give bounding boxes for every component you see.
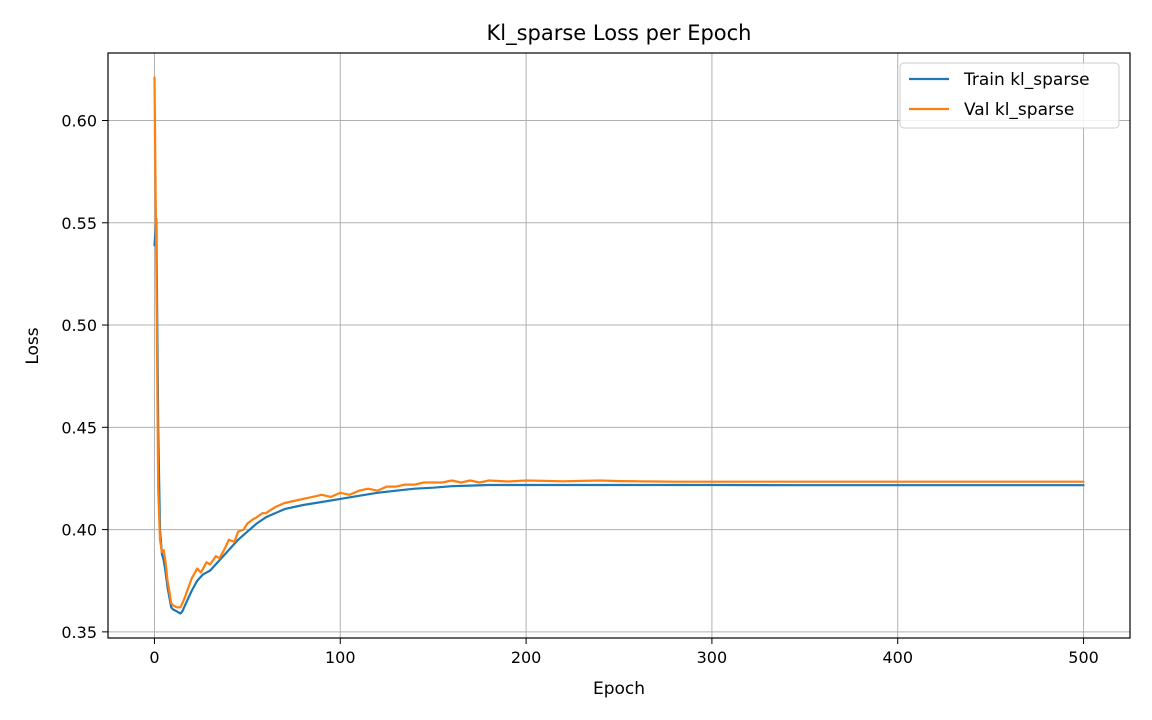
ticks: 0 100 200 300 400 500 0.35 0.40 0.45 0.50 0.55 0.60 bbox=[61, 112, 1098, 668]
x-tick-label: 400 bbox=[882, 648, 913, 667]
x-tick-label: 500 bbox=[1068, 648, 1099, 667]
y-tick-label: 0.40 bbox=[61, 521, 97, 540]
series-line-val bbox=[153, 76, 1085, 609]
x-tick-label: 0 bbox=[149, 648, 159, 667]
plot-frame bbox=[107, 52, 1131, 639]
x-tick-label: 300 bbox=[697, 648, 728, 667]
y-tick-label: 0.45 bbox=[61, 418, 97, 437]
legend-label-val: Val kl_sparse bbox=[964, 100, 1074, 120]
y-tick-label: 0.50 bbox=[61, 316, 97, 335]
y-tick-label: 0.60 bbox=[61, 112, 97, 131]
chart-title: Kl_sparse Loss per Epoch bbox=[486, 21, 751, 46]
x-axis-label: Epoch bbox=[593, 679, 645, 699]
series-layer bbox=[153, 76, 1085, 615]
y-tick-label: 0.55 bbox=[61, 214, 97, 233]
legend: Train kl_sparse Val kl_sparse bbox=[899, 62, 1120, 129]
legend-label-train: Train kl_sparse bbox=[963, 70, 1090, 90]
y-tick-label: 0.35 bbox=[61, 623, 97, 642]
legend-box bbox=[899, 62, 1120, 129]
grid bbox=[108, 53, 1130, 638]
x-tick-label: 200 bbox=[511, 648, 542, 667]
x-tick-label: 100 bbox=[325, 648, 356, 667]
y-axis-label: Loss bbox=[23, 327, 43, 364]
